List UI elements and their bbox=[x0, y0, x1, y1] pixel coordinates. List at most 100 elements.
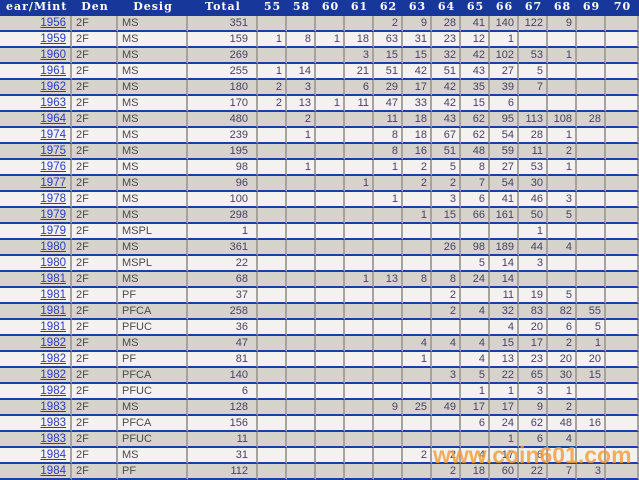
grade-61-cell bbox=[345, 400, 374, 416]
grade-61-cell bbox=[345, 240, 374, 256]
grade-68-cell: 5 bbox=[548, 288, 577, 304]
year-link[interactable]: 1983 bbox=[40, 433, 66, 445]
year-link[interactable]: 1960 bbox=[40, 49, 66, 61]
grade-60-cell bbox=[316, 368, 345, 384]
year-link[interactable]: 1979 bbox=[40, 225, 66, 237]
grade-67-cell bbox=[519, 32, 548, 48]
grade-62-cell bbox=[374, 352, 403, 368]
desig-cell: PFCA bbox=[118, 368, 188, 384]
grade-58-cell bbox=[287, 432, 316, 448]
grade-67-cell bbox=[519, 96, 548, 112]
grade-67-cell: 6 bbox=[519, 448, 548, 464]
year-link[interactable]: 1981 bbox=[40, 305, 66, 317]
header-desig: Desig bbox=[118, 0, 188, 16]
grade-66-cell: 11 bbox=[490, 288, 519, 304]
grade-68-cell: 48 bbox=[548, 416, 577, 432]
header-grade-65: 65 bbox=[461, 0, 490, 16]
den-cell: 2F bbox=[72, 32, 118, 48]
table-row: 1963 2F MS 170 2 13 1 11 47 33 42 15 6 bbox=[0, 96, 639, 112]
grade-55-cell bbox=[258, 16, 287, 32]
desig-cell: MSPL bbox=[118, 256, 188, 272]
year-link[interactable]: 1974 bbox=[40, 129, 66, 141]
year-cell: 1983 bbox=[0, 432, 72, 448]
grade-66-cell: 32 bbox=[490, 304, 519, 320]
grade-67-cell bbox=[519, 272, 548, 288]
grade-62-cell bbox=[374, 224, 403, 240]
year-link[interactable]: 1981 bbox=[40, 273, 66, 285]
year-link[interactable]: 1982 bbox=[40, 337, 66, 349]
year-link[interactable]: 1982 bbox=[40, 385, 66, 397]
grade-63-cell: 42 bbox=[403, 64, 432, 80]
year-link[interactable]: 1980 bbox=[40, 241, 66, 253]
grade-64-cell: 3 bbox=[432, 192, 461, 208]
grade-55-cell bbox=[258, 384, 287, 400]
total-cell: 269 bbox=[188, 48, 258, 64]
grade-67-cell: 62 bbox=[519, 416, 548, 432]
grade-60-cell bbox=[316, 352, 345, 368]
grade-65-cell: 15 bbox=[461, 96, 490, 112]
year-link[interactable]: 1962 bbox=[40, 81, 66, 93]
grade-60-cell bbox=[316, 224, 345, 240]
year-link[interactable]: 1978 bbox=[40, 193, 66, 205]
grade-68-cell: 82 bbox=[548, 304, 577, 320]
total-cell: 98 bbox=[188, 160, 258, 176]
den-cell: 2F bbox=[72, 272, 118, 288]
year-link[interactable]: 1976 bbox=[40, 161, 66, 173]
grade-66-cell: 54 bbox=[490, 176, 519, 192]
grade-61-cell bbox=[345, 224, 374, 240]
year-link[interactable]: 1979 bbox=[40, 209, 66, 221]
year-link[interactable]: 1982 bbox=[40, 353, 66, 365]
grade-66-cell: 13 bbox=[490, 352, 519, 368]
grade-67-cell: 53 bbox=[519, 48, 548, 64]
year-link[interactable]: 1956 bbox=[40, 17, 66, 29]
grade-64-cell: 15 bbox=[432, 208, 461, 224]
year-link[interactable]: 1961 bbox=[40, 65, 66, 77]
year-link[interactable]: 1984 bbox=[40, 465, 66, 477]
grade-66-cell: 4 bbox=[490, 320, 519, 336]
year-link[interactable]: 1963 bbox=[40, 97, 66, 109]
year-link[interactable]: 1959 bbox=[40, 33, 66, 45]
year-cell: 1980 bbox=[0, 240, 72, 256]
grade-67-cell: 46 bbox=[519, 192, 548, 208]
grade-64-cell: 49 bbox=[432, 400, 461, 416]
grade-61-cell bbox=[345, 352, 374, 368]
grade-62-cell bbox=[374, 256, 403, 272]
total-cell: 22 bbox=[188, 256, 258, 272]
year-link[interactable]: 1964 bbox=[40, 113, 66, 125]
grade-60-cell bbox=[316, 272, 345, 288]
desig-cell: MS bbox=[118, 400, 188, 416]
grade-68-cell: 1 bbox=[548, 384, 577, 400]
year-link[interactable]: 1981 bbox=[40, 289, 66, 301]
grade-58-cell bbox=[287, 352, 316, 368]
total-cell: 258 bbox=[188, 304, 258, 320]
year-link[interactable]: 1983 bbox=[40, 401, 66, 413]
year-link[interactable]: 1983 bbox=[40, 417, 66, 429]
grade-60-cell bbox=[316, 240, 345, 256]
grade-62-cell: 1 bbox=[374, 160, 403, 176]
grade-63-cell bbox=[403, 320, 432, 336]
year-link[interactable]: 1984 bbox=[40, 449, 66, 461]
grade-66-cell: 39 bbox=[490, 80, 519, 96]
grade-68-cell: 9 bbox=[548, 16, 577, 32]
grade-60-cell bbox=[316, 16, 345, 32]
year-link[interactable]: 1980 bbox=[40, 257, 66, 269]
grade-60-cell bbox=[316, 432, 345, 448]
grade-69-cell bbox=[577, 400, 606, 416]
grade-64-cell bbox=[432, 384, 461, 400]
den-cell: 2F bbox=[72, 464, 118, 480]
year-link[interactable]: 1981 bbox=[40, 321, 66, 333]
grade-60-cell bbox=[316, 336, 345, 352]
grade-55-cell bbox=[258, 448, 287, 464]
grade-67-cell: 11 bbox=[519, 144, 548, 160]
year-link[interactable]: 1977 bbox=[40, 177, 66, 189]
table-row: 1983 2F MS 128 9 25 49 17 17 9 2 bbox=[0, 400, 639, 416]
year-link[interactable]: 1975 bbox=[40, 145, 66, 157]
grade-55-cell bbox=[258, 320, 287, 336]
year-link[interactable]: 1982 bbox=[40, 369, 66, 381]
table-row: 1978 2F MS 100 1 3 6 41 46 3 bbox=[0, 192, 639, 208]
grade-63-cell bbox=[403, 256, 432, 272]
grade-55-cell bbox=[258, 288, 287, 304]
grade-65-cell bbox=[461, 224, 490, 240]
grade-66-cell: 15 bbox=[490, 336, 519, 352]
table-row: 1982 2F PFCA 140 3 5 22 65 30 15 bbox=[0, 368, 639, 384]
